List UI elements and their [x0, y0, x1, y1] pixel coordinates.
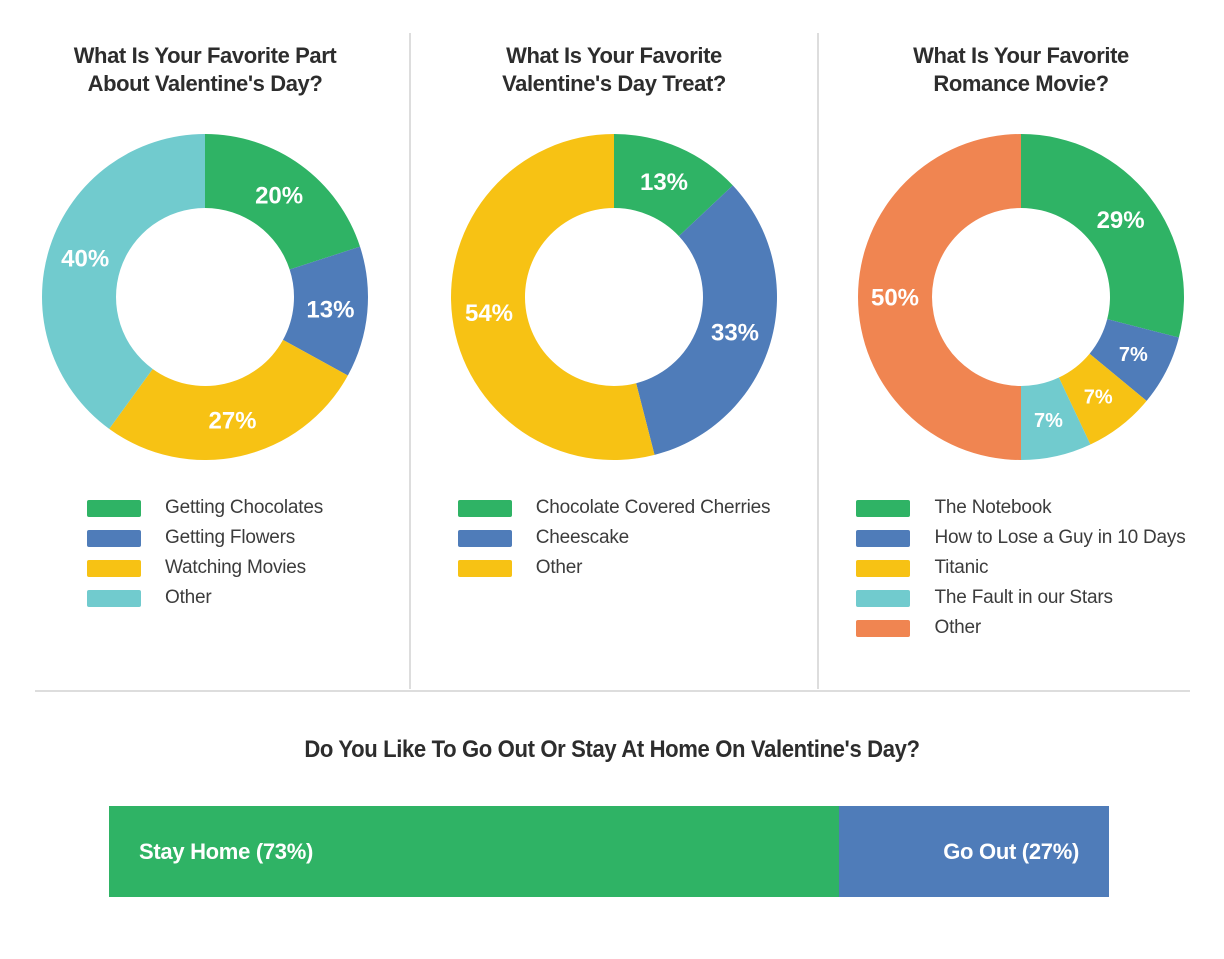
bar-chart-title: Do You Like To Go Out Or Stay At Home On…: [304, 736, 920, 763]
legend-item: Cheescake: [457, 523, 771, 553]
legend-item: Other: [457, 553, 771, 583]
donut-charts-section: What Is Your Favorite Part About Valenti…: [0, 0, 1224, 692]
legend-items: Chocolate Covered Cherries Cheescake Other: [457, 493, 771, 583]
legend-swatch: [87, 589, 141, 607]
bar-segment-label: Stay Home (73%): [139, 838, 314, 864]
legend-items: Getting Chocolates Getting Flowers Watchin…: [87, 493, 323, 613]
donut-slice-other: [41, 134, 205, 429]
legend-label: The Notebook: [934, 497, 1052, 518]
legend-swatch: [856, 529, 911, 547]
legend-swatch: [856, 589, 911, 607]
donut-slice-getting-chocolates: [205, 134, 361, 270]
legend-swatch: [87, 499, 141, 517]
donut-slice-other: [858, 134, 1021, 460]
legend-swatch: [856, 619, 911, 637]
legend-item: Watching Movies: [87, 553, 323, 583]
slice-value-label: 20%: [255, 183, 303, 210]
vertical-divider: [817, 33, 819, 689]
legend-label: The Fault in our Stars: [934, 587, 1113, 608]
legend-swatch: [457, 529, 512, 547]
donut-chart-favorite-part: 20% 13% 27% 40%: [41, 134, 369, 461]
slice-value-label: 40%: [61, 246, 109, 273]
legend-item: Getting Chocolates: [87, 493, 323, 523]
slice-value-label: 29%: [1097, 207, 1145, 234]
slice-value-label: 7%: [1034, 410, 1063, 432]
bar-segment-stay-home: Stay Home (73%): [109, 806, 839, 897]
legend-label: How to Lose a Guy in 10 Days: [934, 527, 1186, 548]
donut-chart-favorite-treat: 13% 33% 54%: [451, 134, 777, 460]
slice-value-label: 54%: [465, 300, 513, 327]
go-out-stay-home-section: Do You Like To Go Out Or Stay At Home On…: [0, 692, 1224, 959]
stacked-bar-chart: Stay Home (73%) Go Out (27%): [109, 806, 1109, 897]
legend-label: Cheescake: [535, 527, 629, 548]
chart-favorite-movie: What Is Your Favorite Romance Movie? 29%…: [818, 0, 1224, 690]
legend-label: Chocolate Covered Cherries: [535, 497, 771, 518]
donut-slice-cheescake: [636, 185, 777, 455]
donut-slice-chocolate-covered-cherries: [614, 134, 733, 237]
horizontal-divider: [35, 690, 1190, 692]
slice-value-label: 13%: [306, 296, 354, 323]
donut-slice-watching-movies: [109, 339, 348, 461]
vertical-divider: [409, 33, 411, 689]
chart-title-favorite-treat: What Is Your Favorite Valentine's Day Tr…: [502, 43, 726, 96]
donut-slice-titanic: [1058, 353, 1147, 445]
chart-title-favorite-part: What Is Your Favorite Part About Valenti…: [73, 43, 337, 96]
chart-favorite-treat: What Is Your Favorite Valentine's Day Tr…: [410, 0, 818, 690]
legend-item: How to Lose a Guy in 10 Days: [856, 523, 1186, 553]
slice-value-label: 7%: [1119, 344, 1148, 366]
legend-item: The Notebook: [856, 493, 1185, 523]
legend-item: Chocolate Covered Cherries: [457, 493, 771, 523]
chart-favorite-part: What Is Your Favorite Part About Valenti…: [0, 0, 410, 690]
legend-swatch: [457, 559, 512, 577]
slice-value-label: 27%: [208, 407, 256, 434]
legend-favorite-movie: The Notebook How to Lose a Guy in 10 Days…: [818, 493, 1224, 643]
legend-label: Getting Flowers: [165, 527, 296, 548]
legend-label: Watching Movies: [165, 557, 306, 578]
slice-value-label: 50%: [871, 284, 919, 311]
chart-title-favorite-movie: What Is Your Favorite Romance Movie?: [913, 43, 1129, 96]
donut-favorite-movie: 29% 7% 7% 7% 50%: [856, 132, 1186, 462]
slice-value-label: 33%: [711, 320, 759, 347]
legend-item: Other: [856, 613, 1185, 643]
legend-swatch: [856, 559, 911, 577]
donut-chart-favorite-movie: 29% 7% 7% 7% 50%: [858, 134, 1185, 460]
legend-favorite-part: Getting Chocolates Getting Flowers Watchin…: [0, 493, 410, 613]
donut-slice-getting-flowers: [282, 246, 369, 376]
legend-swatch: [87, 529, 141, 547]
donut-slice-the-fault-in-our-stars: [1021, 377, 1091, 460]
bar-segment-go-out: Go Out (27%): [839, 806, 1109, 897]
legend-item: Getting Flowers: [87, 523, 323, 553]
donut-slice-how-to-lose-a-guy-in-10-days: [1089, 319, 1179, 401]
legend-label: Other: [165, 587, 212, 608]
donut-favorite-part: 20% 13% 27% 40%: [40, 132, 370, 462]
legend-label: Getting Chocolates: [165, 497, 323, 518]
donut-slice-the-notebook: [1021, 134, 1185, 338]
legend-swatch: [457, 499, 512, 517]
donut-favorite-treat: 13% 33% 54%: [449, 132, 779, 462]
legend-item: Titanic: [856, 553, 1185, 583]
legend-favorite-treat: Chocolate Covered Cherries Cheescake Other: [410, 493, 818, 583]
legend-label: Other: [934, 617, 982, 638]
legend-swatch: [87, 559, 141, 577]
bar-segment-label: Go Out (27%): [943, 838, 1079, 864]
donut-slice-other: [451, 134, 655, 460]
legend-item: Other: [87, 583, 323, 613]
legend-swatch: [856, 499, 911, 517]
legend-items: The Notebook How to Lose a Guy in 10 Days…: [856, 493, 1186, 643]
legend-item: The Fault in our Stars: [856, 583, 1185, 613]
legend-label: Other: [535, 557, 583, 578]
slice-value-label: 13%: [640, 169, 688, 196]
legend-label: Titanic: [934, 557, 989, 578]
slice-value-label: 7%: [1084, 387, 1113, 409]
